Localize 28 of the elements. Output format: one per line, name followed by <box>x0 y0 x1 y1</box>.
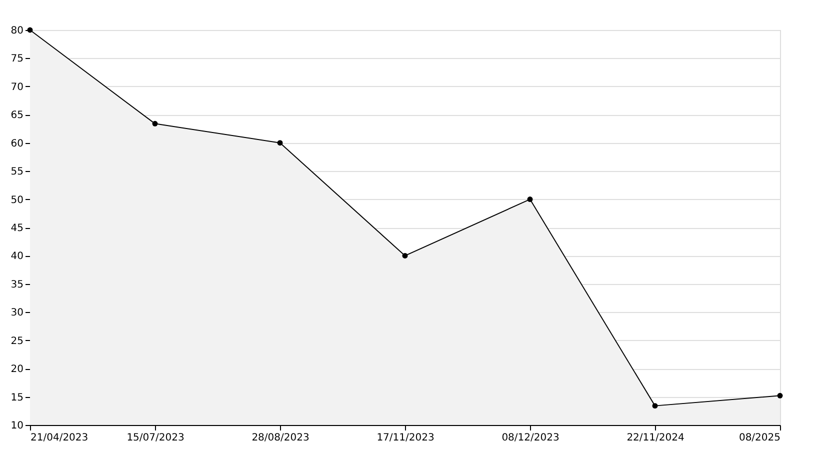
y-tick-label: 50 <box>10 194 24 206</box>
y-tick-label: 80 <box>10 26 24 36</box>
x-tick-label: 08/12/2023 <box>502 432 560 444</box>
y-tick-label: 60 <box>10 138 24 150</box>
point <box>277 140 283 146</box>
y-tick-label: 45 <box>10 223 24 234</box>
point <box>652 403 658 409</box>
y-tick-label: 55 <box>10 166 24 178</box>
y-tick-label: 70 <box>10 82 24 93</box>
point <box>777 392 783 398</box>
y-tick-label: 40 <box>10 251 24 262</box>
x-tick-label: 28/08/2023 <box>252 432 310 444</box>
y-tick-label: 30 <box>10 308 24 319</box>
x-tick-label: 15/07/2023 <box>126 432 184 444</box>
point <box>152 120 158 126</box>
y-tick-label: 35 <box>10 279 24 290</box>
x-tick-label: 22/11/2024 <box>626 432 684 444</box>
y-tick-label: 65 <box>10 110 24 122</box>
y-tick-label: 10 <box>10 420 24 432</box>
y-tick-label: 25 <box>10 336 24 347</box>
point <box>402 252 408 258</box>
y-tick-label: 15 <box>10 392 24 404</box>
y-tick-label: 20 <box>10 364 24 376</box>
x-tick-label: 21/04/2023 <box>30 432 88 444</box>
x-tick-label: 17/11/2023 <box>376 432 434 444</box>
x-tick-label: 08/2025 <box>738 432 780 444</box>
y-tick-label: 75 <box>10 54 24 65</box>
point <box>527 196 533 202</box>
